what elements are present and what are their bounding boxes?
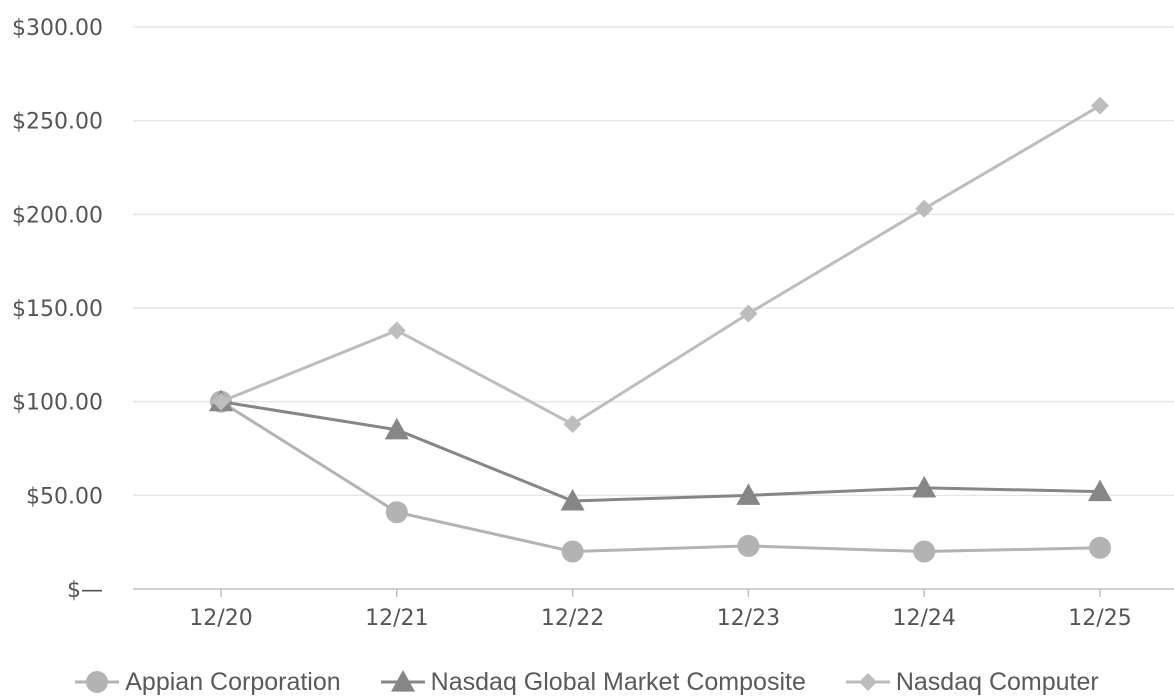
legend-item: Appian Corporation: [75, 667, 341, 697]
legend-label: Nasdaq Global Market Composite: [430, 667, 806, 696]
data-point-triangle: [1088, 479, 1112, 502]
y-axis-tick-labels: $— $50.00 $100.00 $150.00 $200.00 $250.00 $300…: [12, 16, 103, 603]
y-tick-label: $300.00: [12, 16, 103, 41]
data-point-diamond: [739, 304, 758, 323]
data-point-triangle: [384, 417, 409, 440]
x-axis: 12/20 12/21 12/22 12/23 12/24 12/25: [133, 588, 1174, 631]
data-point-diamond: [563, 415, 582, 434]
series-nasdaq-computer: [212, 96, 1109, 434]
data-point-triangle: [912, 475, 937, 498]
series-group: [209, 96, 1112, 563]
legend-label: Nasdaq Computer: [895, 667, 1099, 696]
y-tick-label: $200.00: [12, 203, 103, 228]
legend: Appian Corporation Nasdaq Global Market C…: [0, 668, 1174, 696]
y-tick-label: $150.00: [12, 297, 103, 322]
data-point-circle: [1089, 536, 1111, 559]
data-point-circle: [561, 540, 584, 563]
legend-item: Nasdaq Global Market Composite: [380, 667, 806, 697]
gridlines: [133, 26, 1174, 497]
data-point-diamond: [915, 199, 934, 218]
y-tick-label: $50.00: [26, 484, 103, 509]
x-tick-label: 12/25: [1068, 606, 1131, 631]
series-line: [220, 400, 1101, 554]
legend-item: Nasdaq Computer: [845, 667, 1099, 697]
y-tick-label: $250.00: [12, 110, 103, 135]
series-line: [220, 104, 1101, 426]
data-point-circle: [737, 534, 760, 557]
data-point-diamond: [387, 321, 406, 340]
series-line: [220, 400, 1101, 503]
legend-marker: [86, 671, 109, 693]
data-point-triangle: [560, 488, 585, 511]
line-chart: $— $50.00 $100.00 $150.00 $200.00 $250.00 $300…: [12, 16, 1174, 631]
legend-swatch-triangle-icon: [380, 670, 425, 692]
x-tick-label: 12/23: [717, 606, 780, 631]
legend-marker: [858, 673, 877, 691]
data-point-triangle: [736, 483, 761, 505]
legend-swatch-diamond-icon: [845, 673, 890, 691]
series-nasdaq-global-market-composite: [209, 389, 1112, 511]
y-tick-label: $100.00: [12, 391, 103, 416]
legend-label: Appian Corporation: [125, 667, 341, 696]
data-point-diamond: [1091, 96, 1109, 115]
x-tick-label: 12/21: [365, 606, 428, 631]
data-point-circle: [913, 540, 936, 563]
legend-marker: [390, 670, 415, 692]
x-tick-label: 12/20: [189, 606, 252, 631]
data-point-diamond: [212, 392, 230, 411]
y-tick-label: $—: [67, 578, 103, 603]
x-tick-label: 12/24: [892, 606, 955, 631]
data-point-circle: [385, 501, 408, 524]
series-appian-corporation: [210, 390, 1111, 563]
legend-swatch-circle-icon: [75, 671, 120, 693]
x-tick-label: 12/22: [541, 606, 604, 631]
